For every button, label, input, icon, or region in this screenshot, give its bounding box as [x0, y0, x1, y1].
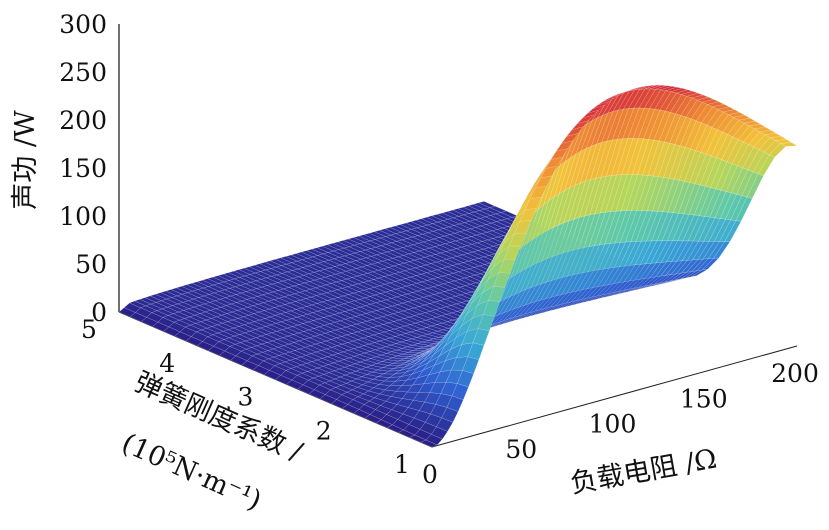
z-tick-label: 50 [75, 250, 107, 279]
surface-cell [735, 196, 753, 222]
z-tick-label: 200 [59, 106, 107, 135]
x-tick-label: 200 [771, 359, 819, 388]
surface-mesh [118, 84, 798, 448]
z-tick-label: 250 [59, 58, 107, 87]
z-axis-label: 声功 /W [10, 110, 41, 210]
y-tick-label: 1 [394, 450, 410, 479]
x-tick-label: 100 [589, 410, 637, 439]
surface-cell [679, 275, 697, 280]
surface-cell [691, 269, 708, 277]
x-axis-line [431, 345, 798, 448]
y-tick-label: 4 [159, 349, 175, 378]
x-tick-label: 0 [422, 460, 438, 489]
surface-cell [769, 143, 787, 158]
z-tick-label: 0 [91, 298, 107, 327]
surface-cell [779, 142, 798, 147]
x-tick-label: 50 [505, 435, 537, 464]
z-tick-label: 150 [59, 154, 107, 183]
z-tick-label: 300 [59, 10, 107, 39]
y-tick-label: 3 [238, 383, 254, 412]
z-tick-label: 100 [59, 202, 107, 231]
y-tick-label: 5 [81, 315, 97, 344]
surface-cell [757, 154, 775, 177]
y-tick-label: 2 [316, 416, 332, 445]
tick-labels: 0 50 100 150 200 250 300 0 50 100 150 200 1 2 3 4 5 [59, 10, 819, 489]
x-tick-label: 150 [680, 384, 728, 413]
